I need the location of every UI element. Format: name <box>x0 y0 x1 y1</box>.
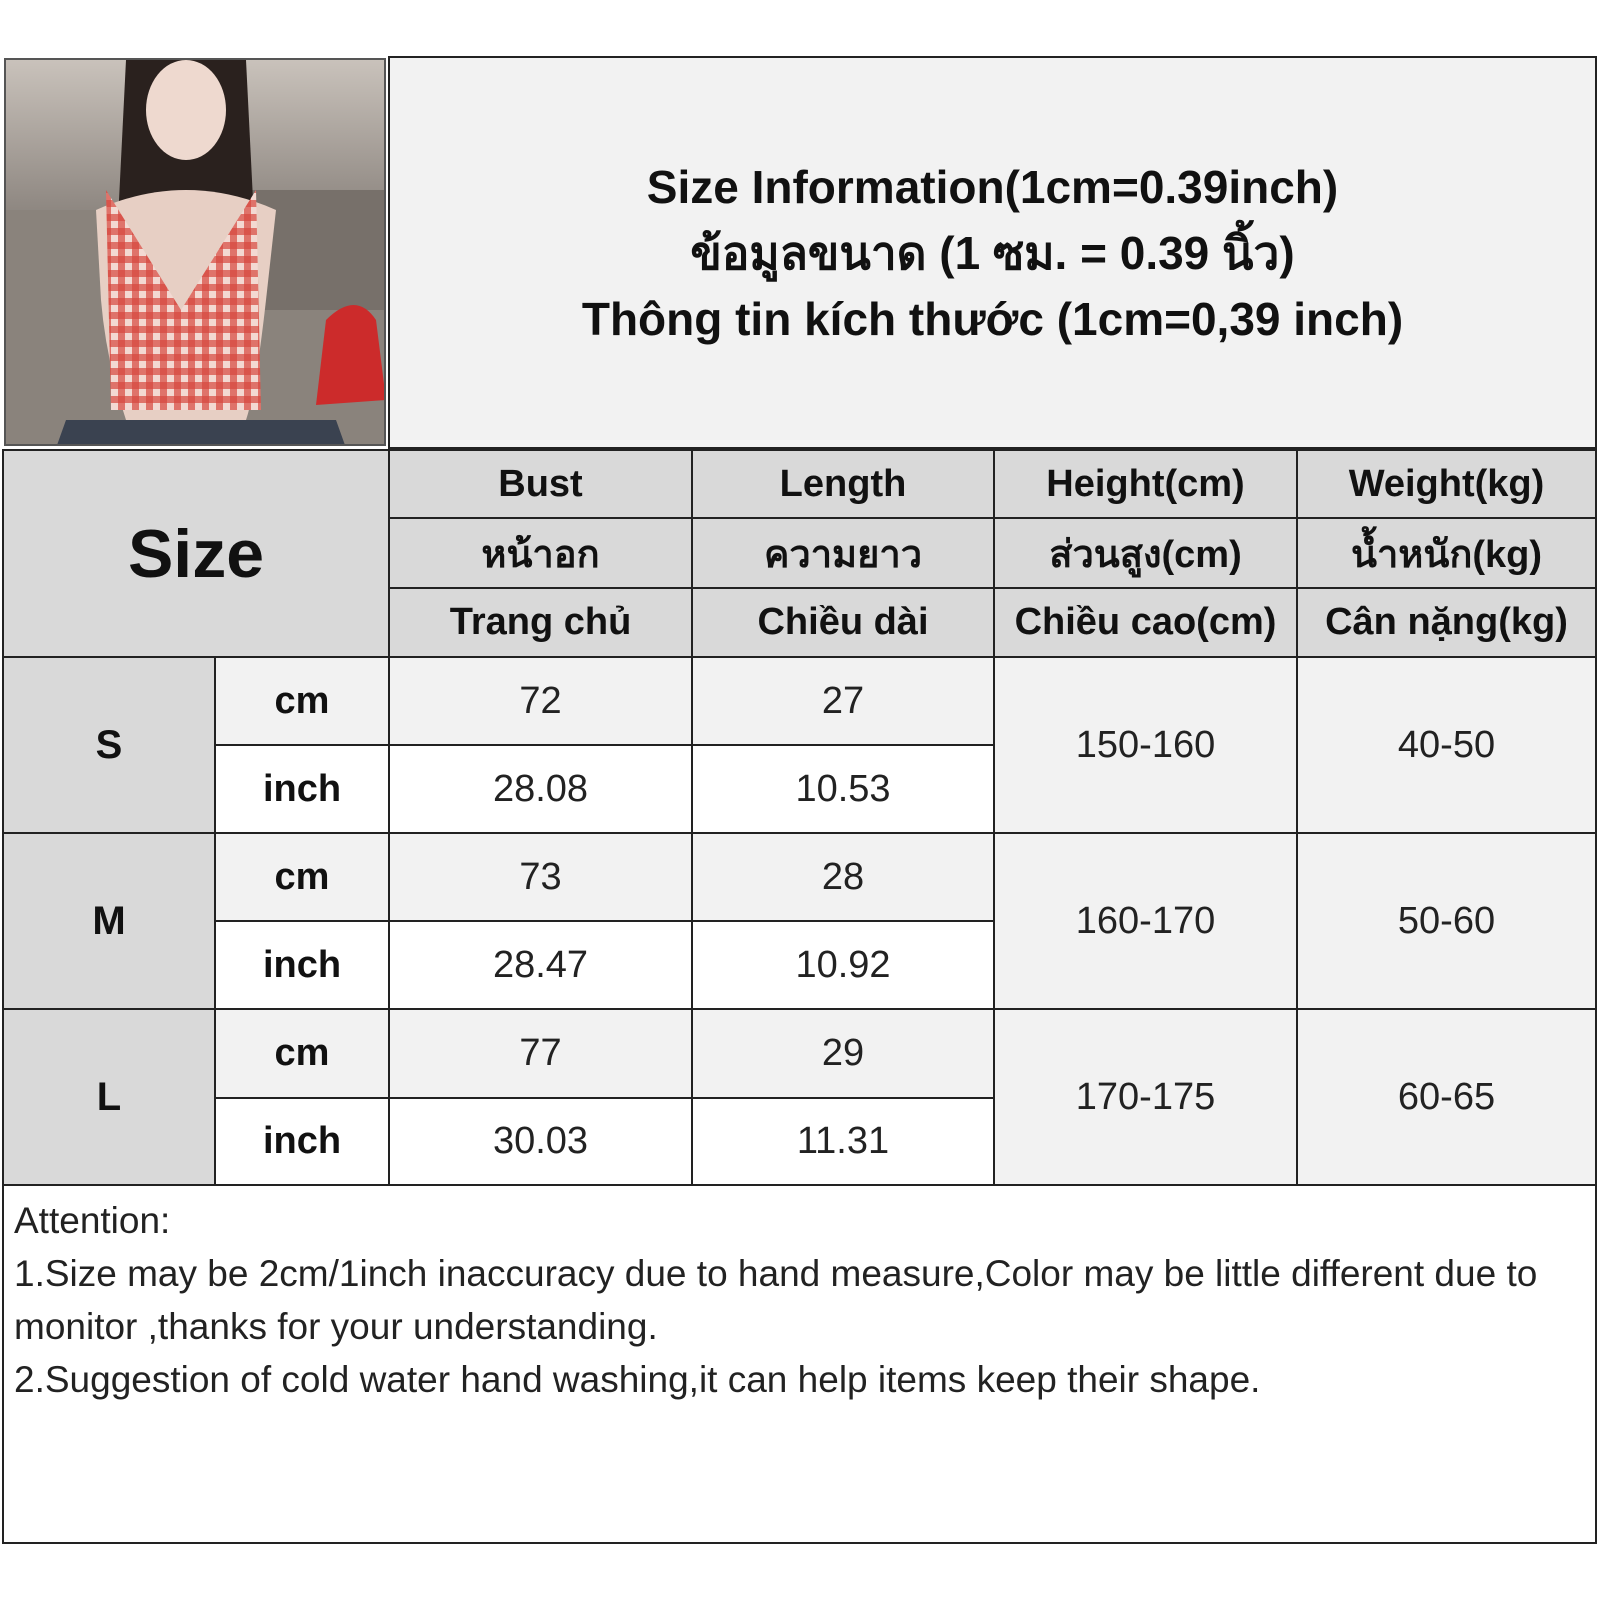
col-bust-vi: Trang chủ <box>388 587 693 658</box>
col-weight-vi: Cân nặng(kg) <box>1296 587 1597 658</box>
unit-cm: cm <box>214 656 390 746</box>
m-weight: 50-60 <box>1296 832 1597 1010</box>
col-height-vi: Chiều cao(cm) <box>993 587 1298 658</box>
col-height-th: ส่วนสูง(cm) <box>993 517 1298 589</box>
s-bust-cm: 72 <box>388 656 693 746</box>
l-bust-cm: 77 <box>388 1008 693 1099</box>
size-m-label: M <box>2 832 216 1010</box>
title-vietnamese: Thông tin kích thước (1cm=0,39 inch) <box>581 292 1404 345</box>
col-bust-en: Bust <box>388 449 693 519</box>
l-bust-inch: 30.03 <box>388 1097 693 1186</box>
notes-heading: Attention: <box>14 1200 171 1241</box>
m-length-cm: 28 <box>691 832 995 922</box>
m-bust-inch: 28.47 <box>388 920 693 1010</box>
title-english: Size Information(1cm=0.39inch) <box>646 160 1339 213</box>
m-bust-cm: 73 <box>388 832 693 922</box>
title-thai: ข้อมูลขนาด (1 ซม. = 0.39 นิ้ว) <box>690 226 1295 279</box>
col-height-en: Height(cm) <box>993 449 1298 519</box>
col-length-en: Length <box>691 449 995 519</box>
unit-inch: inch <box>214 1097 390 1186</box>
model-illustration <box>6 60 384 444</box>
col-length-vi: Chiều dài <box>691 587 995 658</box>
unit-cm: cm <box>214 1008 390 1099</box>
note-2: 2.Suggestion of cold water hand washing,… <box>14 1359 1261 1400</box>
col-weight-en: Weight(kg) <box>1296 449 1597 519</box>
s-height: 150-160 <box>993 656 1298 834</box>
col-length-th: ความยาว <box>691 517 995 589</box>
unit-cm: cm <box>214 832 390 922</box>
l-length-cm: 29 <box>691 1008 995 1099</box>
attention-notes: Attention: 1.Size may be 2cm/1inch inacc… <box>2 1184 1597 1544</box>
l-height: 170-175 <box>993 1008 1298 1186</box>
unit-inch: inch <box>214 744 390 834</box>
size-header: Size <box>2 449 390 658</box>
size-s-label: S <box>2 656 216 834</box>
l-length-inch: 11.31 <box>691 1097 995 1186</box>
s-length-cm: 27 <box>691 656 995 746</box>
col-weight-th: น้ำหนัก(kg) <box>1296 517 1597 589</box>
m-length-inch: 10.92 <box>691 920 995 1010</box>
note-1: 1.Size may be 2cm/1inch inaccuracy due t… <box>14 1253 1538 1347</box>
l-weight: 60-65 <box>1296 1008 1597 1186</box>
s-bust-inch: 28.08 <box>388 744 693 834</box>
product-photo <box>4 58 386 446</box>
s-weight: 40-50 <box>1296 656 1597 834</box>
s-length-inch: 10.53 <box>691 744 995 834</box>
col-bust-th: หน้าอก <box>388 517 693 589</box>
size-l-label: L <box>2 1008 216 1186</box>
size-info-title: Size Information(1cm=0.39inch) ข้อมูลขนา… <box>388 56 1597 449</box>
m-height: 160-170 <box>993 832 1298 1010</box>
unit-inch: inch <box>214 920 390 1010</box>
